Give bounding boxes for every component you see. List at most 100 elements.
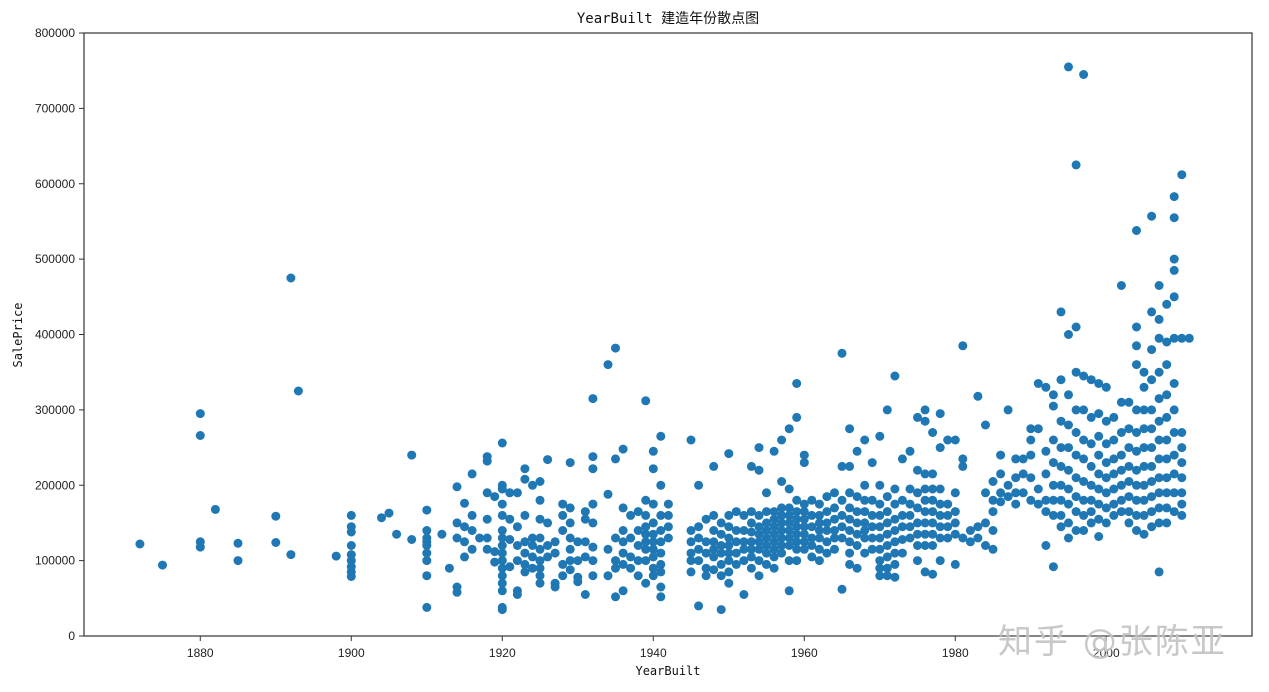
data-point	[520, 559, 530, 569]
data-point	[807, 495, 817, 505]
data-point	[422, 556, 432, 566]
data-point	[633, 526, 643, 535]
data-point	[724, 556, 734, 566]
data-point	[830, 503, 839, 513]
data-point	[988, 477, 998, 486]
data-point	[656, 548, 666, 558]
data-point	[497, 533, 507, 543]
data-point	[512, 488, 522, 498]
data-point	[452, 518, 462, 528]
data-point	[520, 474, 530, 484]
data-point	[754, 465, 764, 475]
data-point	[1086, 439, 1096, 449]
data-point	[762, 488, 771, 498]
data-point	[580, 507, 590, 517]
data-point	[520, 510, 530, 520]
data-point	[641, 522, 651, 532]
data-point	[686, 537, 696, 547]
data-point	[784, 556, 794, 566]
data-point	[422, 505, 432, 515]
data-point	[958, 461, 968, 471]
data-point	[882, 529, 892, 539]
data-point	[588, 556, 598, 566]
data-point	[950, 529, 960, 539]
data-point	[701, 548, 711, 558]
data-point	[618, 586, 628, 596]
data-point	[965, 526, 975, 535]
y-tick-label: 0	[68, 629, 75, 643]
data-point	[1041, 541, 1051, 550]
data-point	[1132, 446, 1141, 456]
data-point	[935, 510, 945, 520]
data-point	[769, 529, 779, 539]
data-point	[1011, 488, 1021, 498]
data-point	[1079, 70, 1089, 79]
data-point	[663, 533, 673, 543]
data-point	[626, 510, 636, 520]
data-point	[769, 522, 779, 532]
data-point	[860, 480, 870, 490]
data-point	[467, 544, 477, 554]
data-point	[392, 529, 402, 539]
data-point	[648, 518, 658, 528]
data-point	[1079, 477, 1089, 486]
data-point	[814, 510, 824, 520]
data-point	[611, 556, 620, 566]
data-point	[913, 488, 922, 498]
data-point	[754, 443, 764, 453]
data-point	[1147, 461, 1157, 471]
data-point	[618, 559, 628, 569]
data-point	[1056, 480, 1066, 490]
data-point	[558, 510, 568, 520]
data-point	[1169, 488, 1179, 498]
data-point	[422, 548, 432, 558]
data-point	[1139, 461, 1149, 471]
data-point	[233, 538, 243, 548]
data-point	[777, 477, 787, 486]
data-point	[716, 548, 726, 558]
data-point	[588, 518, 598, 528]
data-point	[1162, 299, 1172, 309]
data-point	[920, 416, 930, 426]
y-tick-label: 800000	[35, 26, 75, 40]
data-point	[535, 556, 545, 566]
data-point	[1147, 477, 1157, 486]
data-point	[1101, 382, 1111, 392]
data-point	[641, 578, 651, 588]
data-point	[1056, 522, 1066, 532]
data-point	[784, 526, 794, 535]
data-point	[1086, 480, 1096, 490]
data-point	[1048, 480, 1058, 490]
data-point	[565, 544, 575, 554]
data-point	[694, 544, 704, 554]
data-point	[1154, 454, 1164, 464]
data-point	[1071, 405, 1081, 415]
data-point	[407, 450, 417, 460]
data-point	[656, 510, 666, 520]
data-point	[528, 533, 537, 543]
data-point	[1079, 526, 1089, 535]
data-point	[784, 518, 794, 528]
data-point	[611, 343, 620, 353]
data-point	[935, 533, 945, 543]
data-point	[769, 446, 779, 456]
data-point	[731, 559, 741, 569]
data-point	[814, 499, 824, 509]
data-point	[882, 507, 892, 517]
data-point	[958, 533, 968, 543]
data-point	[935, 443, 945, 453]
data-point	[331, 551, 341, 561]
data-point	[535, 571, 545, 581]
data-point	[950, 507, 960, 517]
data-point	[528, 480, 537, 490]
data-point	[641, 544, 651, 554]
data-point	[611, 454, 620, 464]
data-point	[920, 469, 930, 479]
data-point	[875, 499, 885, 509]
data-point	[1048, 401, 1058, 411]
data-point	[920, 529, 930, 539]
data-point	[512, 556, 522, 566]
data-point	[1056, 416, 1066, 426]
data-point	[890, 559, 900, 569]
data-point	[928, 469, 938, 479]
